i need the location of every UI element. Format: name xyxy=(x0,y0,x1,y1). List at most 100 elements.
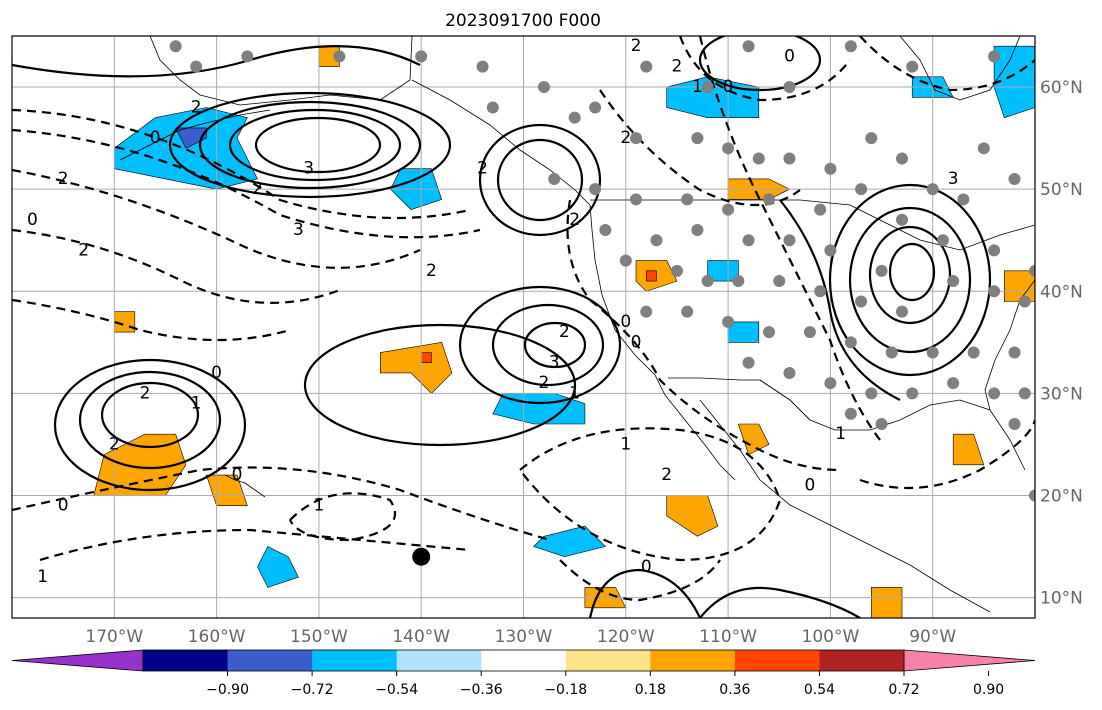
contour-label: 2 xyxy=(78,240,89,260)
lon-tick-label: 160°W xyxy=(188,627,246,647)
graticule xyxy=(12,36,1035,618)
lon-tick-label: 110°W xyxy=(699,627,757,647)
latitude-labels: 60°N 50°N 40°N 30°N 20°N 10°N xyxy=(1040,78,1083,609)
contour-label: 0 xyxy=(58,496,69,516)
station-dot xyxy=(855,183,868,196)
longitude-labels: 170°W 160°W 150°W 140°W 130°W 120°W 110°W 100°W… xyxy=(85,627,956,647)
anomaly-region-1 xyxy=(175,127,207,149)
station-dot xyxy=(1008,346,1021,359)
colorbar-tick-label: −0.36 xyxy=(460,682,503,698)
dashed-contour-hudson xyxy=(678,36,851,102)
dashed-contour-plains xyxy=(698,36,881,441)
contour-california-high-2 xyxy=(491,303,605,387)
lat-tick-label: 60°N xyxy=(1040,78,1083,98)
station-dot xyxy=(814,285,827,298)
dashed-contour-pacific-5 xyxy=(12,298,291,342)
lat-tick-label: 10°N xyxy=(1040,589,1083,609)
station-dot xyxy=(670,264,683,277)
us-canada-border xyxy=(590,199,1035,251)
station-dot xyxy=(722,142,735,155)
station-dot xyxy=(783,152,796,165)
station-dot xyxy=(783,234,796,247)
contour-label: 0 xyxy=(784,46,795,66)
dashed-contour-pacific-2 xyxy=(12,128,481,239)
contour-label: 2 xyxy=(672,57,683,77)
anomaly-region-8 xyxy=(257,546,299,588)
contour-label: 0 xyxy=(723,77,734,97)
colorbar-segment xyxy=(227,650,313,671)
us-mexico-border xyxy=(668,377,811,421)
station-dot xyxy=(241,50,254,63)
contour-label: 1 xyxy=(620,434,631,454)
station-dot xyxy=(906,387,919,400)
contour-label: 0 xyxy=(27,210,38,230)
dashed-contour-tropics-3 xyxy=(289,492,396,542)
colorbar-tick-label: 0.72 xyxy=(888,682,919,698)
station-dot xyxy=(824,162,837,175)
station-dot xyxy=(640,305,653,318)
contour-ne-pacific-low-1 xyxy=(168,91,452,199)
contour-label: 2 xyxy=(631,36,642,56)
contour-hawaii-high-2 xyxy=(78,370,222,470)
contour-hawaii-high-1 xyxy=(53,358,247,492)
station-dot xyxy=(630,193,643,206)
mexico-west-coast xyxy=(699,399,991,613)
contour-label: 1 xyxy=(692,77,703,97)
contour-label: 3 xyxy=(303,159,314,179)
dashed-contour-pacific-3 xyxy=(12,168,421,269)
contour-label: 2 xyxy=(426,261,437,281)
contour-label: 2 xyxy=(191,97,202,117)
station-dot xyxy=(691,224,704,236)
contours xyxy=(12,36,1035,618)
colorbar-extend-low xyxy=(11,649,144,672)
station-dot xyxy=(844,40,857,53)
dashed-contour-far-east-pacific xyxy=(559,559,721,602)
station-dot xyxy=(844,336,857,349)
colorbar-tick-label: −0.72 xyxy=(291,682,334,698)
station-dot xyxy=(947,275,960,288)
colorbar-segment xyxy=(481,650,567,671)
station-dot xyxy=(844,407,857,420)
station-dot xyxy=(865,387,878,400)
lon-tick-label: 150°W xyxy=(290,627,348,647)
station-dot xyxy=(169,40,182,53)
station-dot xyxy=(701,275,714,288)
contour-subtropical-1 xyxy=(303,323,577,447)
station-dot xyxy=(640,60,653,73)
station-dot xyxy=(977,142,990,155)
colorbar-tick-label: 0.54 xyxy=(804,682,835,698)
station-dot xyxy=(926,183,939,196)
station-dot xyxy=(732,275,745,288)
anomaly-region-5 xyxy=(993,45,1035,119)
lon-tick-label: 100°W xyxy=(802,627,860,647)
station-dot xyxy=(742,356,755,369)
colorbar-outline xyxy=(142,649,905,672)
contour-label: 1 xyxy=(191,394,202,414)
station-dot xyxy=(896,213,909,226)
station-dot xyxy=(906,60,919,73)
contour-label: 0 xyxy=(211,363,222,383)
contour-ne-pacific-low-4 xyxy=(254,116,382,174)
station-dot xyxy=(824,244,837,257)
station-dot xyxy=(947,377,960,390)
contour-label: 2 xyxy=(252,179,263,199)
contour-east-pacific-se xyxy=(699,586,861,618)
anomaly-region-20 xyxy=(870,587,903,618)
contour-label: 2 xyxy=(620,128,631,148)
contour-gulf-alaska-1 xyxy=(478,123,602,237)
station-dot xyxy=(701,81,714,94)
station-dot xyxy=(589,183,602,196)
station-dot xyxy=(752,152,765,165)
lon-tick-label: 130°W xyxy=(495,627,553,647)
contour-gulf-alaska-2 xyxy=(496,138,584,222)
station-dot xyxy=(896,305,909,318)
colorbar-extend-high xyxy=(903,649,1036,672)
colorbar-segment xyxy=(396,650,482,671)
anomaly-region-14 xyxy=(420,352,432,364)
station-dot xyxy=(885,346,898,359)
station-dot xyxy=(742,234,755,247)
contour-label: 1 xyxy=(37,567,48,587)
alaska-coast xyxy=(149,36,413,106)
colorbar-tick-label: 0.36 xyxy=(719,682,750,698)
